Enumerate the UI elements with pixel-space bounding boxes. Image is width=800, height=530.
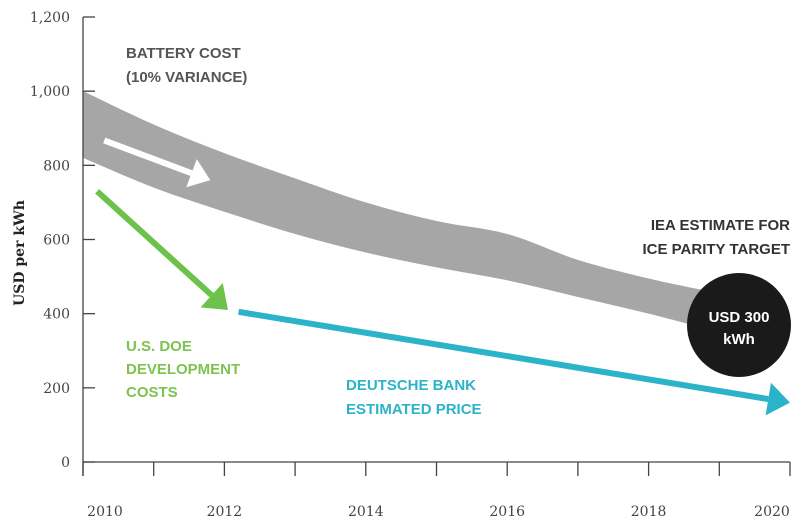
battery-cost-band	[83, 91, 720, 333]
x-tick-label: 2018	[631, 504, 667, 520]
battery-label-line1: BATTERY COST	[126, 45, 241, 62]
db-label-line1: DEUTSCHE BANK	[346, 377, 476, 394]
trend-arrow-shaft	[103, 137, 193, 176]
x-tick-label: 2010	[87, 504, 123, 520]
y-tick-label: 800	[43, 158, 70, 174]
doe-arrow-shaft	[95, 189, 214, 298]
deutsche-bank-arrow-shaft	[238, 308, 769, 403]
y-tick-label: 200	[43, 381, 70, 397]
deutsche-bank-arrow-head	[765, 382, 790, 416]
y-tick-label: 0	[61, 455, 70, 471]
battery-label-line2: (10% VARIANCE)	[126, 69, 247, 86]
x-tick-label: 2020	[754, 504, 790, 520]
doe-label-line2: DEVELOPMENT	[126, 361, 240, 378]
doe-label-line1: U.S. DOE	[126, 338, 192, 355]
trend-arrow-head	[186, 159, 211, 188]
y-tick-label: 1,200	[30, 10, 70, 26]
db-label-line2: ESTIMATED PRICE	[346, 401, 482, 418]
y-tick-label: 400	[43, 307, 70, 323]
iea-label-line2: ICE PARITY TARGET	[642, 241, 790, 258]
y-tick-label: 1,000	[30, 84, 70, 100]
target-label-line2: kWh	[723, 331, 755, 348]
iea-label-line1: IEA ESTIMATE FOR	[651, 217, 790, 234]
y-axis-label: USD per kWh	[12, 200, 28, 306]
target-marker	[687, 273, 791, 377]
y-tick-label: 600	[43, 233, 70, 249]
x-tick-label: 2016	[489, 504, 525, 520]
x-tick-label: 2014	[348, 504, 384, 520]
doe-arrow-head	[200, 282, 228, 310]
x-tick-label: 2012	[207, 504, 243, 520]
target-label-line1: USD 300	[709, 309, 770, 326]
doe-label-line3: COSTS	[126, 384, 178, 401]
